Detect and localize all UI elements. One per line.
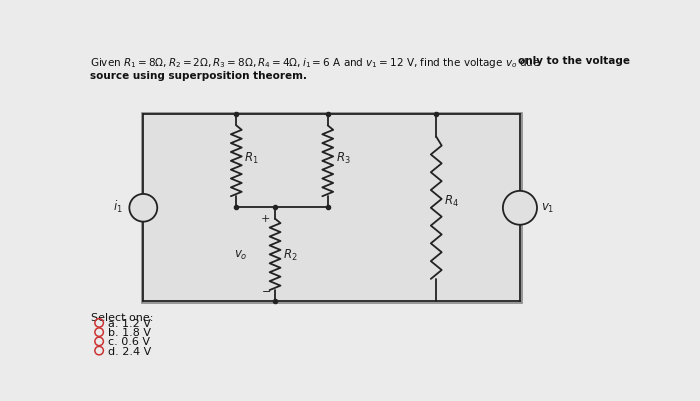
- Text: c. 0.6 V: c. 0.6 V: [108, 336, 150, 346]
- Text: $R_3$: $R_3$: [335, 150, 350, 165]
- Text: $v_o$: $v_o$: [234, 248, 248, 261]
- Text: a. 1.2 V: a. 1.2 V: [108, 318, 151, 328]
- Text: $-$: $-$: [260, 284, 271, 294]
- Text: $R_2$: $R_2$: [283, 247, 298, 262]
- FancyBboxPatch shape: [141, 113, 522, 303]
- Text: +: +: [515, 196, 524, 206]
- Circle shape: [130, 194, 158, 222]
- Text: $R_4$: $R_4$: [444, 193, 459, 208]
- Text: Select one:: Select one:: [92, 312, 154, 322]
- Text: only to the voltage: only to the voltage: [517, 56, 629, 66]
- Text: source using superposition theorem.: source using superposition theorem.: [90, 71, 307, 81]
- Text: +: +: [261, 213, 270, 223]
- Circle shape: [503, 191, 537, 225]
- Text: b. 1.8 V: b. 1.8 V: [108, 327, 151, 337]
- Text: d. 2.4 V: d. 2.4 V: [108, 346, 152, 356]
- Text: $v_1$: $v_1$: [541, 202, 554, 215]
- Text: −: −: [515, 211, 524, 221]
- Text: $i_1$: $i_1$: [113, 199, 123, 215]
- Text: Given $R_1=8\Omega, R_2=2\Omega, R_3=8\Omega, R_4=4\Omega, i_1=6$ A and $v_1=12$: Given $R_1=8\Omega, R_2=2\Omega, R_3=8\O…: [90, 56, 540, 70]
- Text: $R_1$: $R_1$: [244, 150, 259, 165]
